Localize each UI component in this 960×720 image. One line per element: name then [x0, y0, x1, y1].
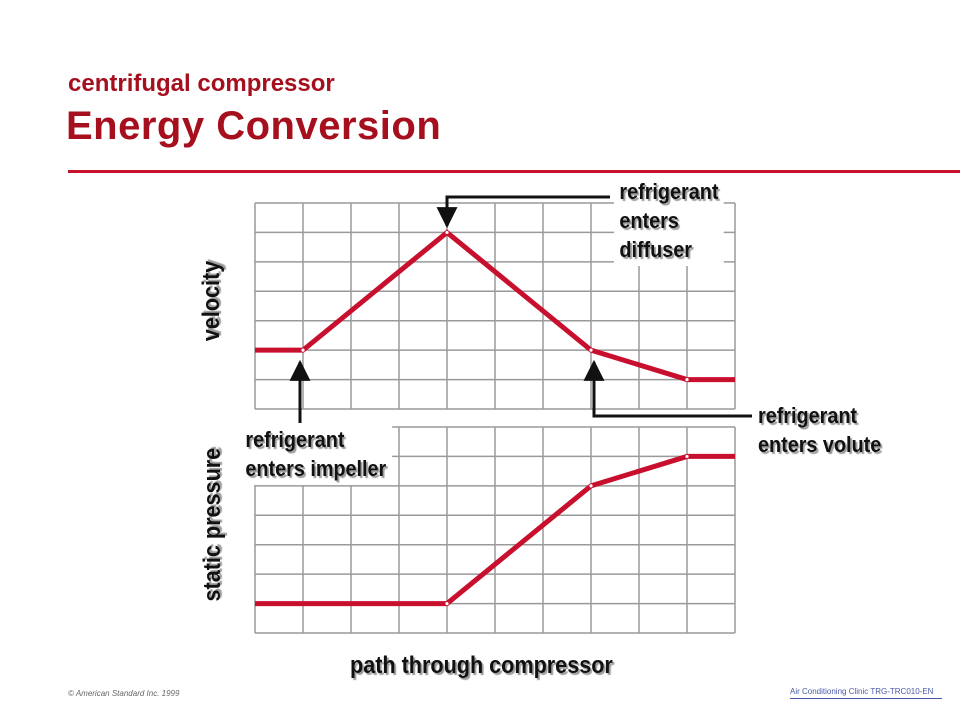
copyright-text: © American Standard Inc. 1999 — [68, 689, 180, 698]
impeller-line-2: enters impeller — [245, 456, 387, 481]
velocity-grid — [254, 202, 736, 410]
course-reference: Air Conditioning Clinic TRG-TRC010-EN — [790, 687, 942, 699]
curve-vertex-point — [445, 601, 449, 606]
label-enters-impeller: refrigerant enters impeller — [240, 423, 392, 485]
velocity-curve — [255, 229, 735, 383]
slide-subtitle: centrifugal compressor — [68, 70, 335, 97]
curve-vertex-point — [589, 484, 593, 488]
diffuser-line-2: enters — [619, 208, 679, 233]
volute-line-1: refrigerant — [758, 403, 858, 428]
arrow-to-volute — [583, 359, 752, 418]
static-pressure-axis-label: static pressure — [199, 447, 226, 602]
impeller-line-1: refrigerant — [245, 427, 345, 452]
curve-vertices — [301, 230, 689, 606]
arrow-to-diffuser — [436, 195, 610, 229]
slide-title: Energy Conversion — [66, 104, 442, 148]
curve-vertex-point — [685, 454, 689, 459]
curve-vertex-point — [445, 230, 449, 235]
label-enters-diffuser: refrigerant enters diffuser — [614, 175, 724, 266]
curve-vertex-point — [685, 377, 689, 382]
x-axis-label: path through compressor — [350, 652, 613, 679]
label-enters-volute: refrigerant enters volute — [758, 401, 881, 459]
diffuser-line-3: diffuser — [619, 237, 693, 262]
static-pressure-grid — [254, 426, 736, 634]
curve-vertex-point — [301, 348, 305, 352]
diffuser-line-1: refrigerant — [619, 179, 719, 204]
title-rule — [68, 170, 960, 173]
velocity-axis-label: velocity — [198, 260, 225, 342]
volute-line-2: enters volute — [758, 432, 882, 457]
curve-vertex-point — [589, 348, 593, 352]
